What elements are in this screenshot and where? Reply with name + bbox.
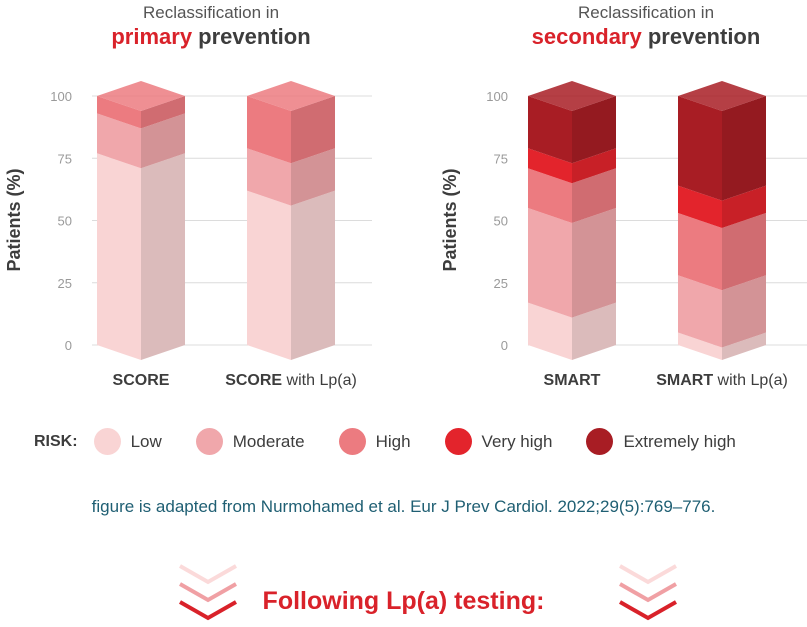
bar-segment-very-high xyxy=(528,148,572,184)
legend-item-very-high: Very high xyxy=(444,428,553,455)
legend-label-extremely-high: Extremely high xyxy=(623,431,736,451)
bar-segment-high xyxy=(97,96,141,129)
legend-item-moderate: Moderate xyxy=(195,428,305,455)
chevron-down-icon xyxy=(179,564,237,621)
y-tick-label: 0 xyxy=(501,338,508,353)
panel-title-rest: prevention xyxy=(641,24,761,49)
bar-segment-very-high xyxy=(678,185,722,229)
panel-title-line2: primary prevention xyxy=(61,24,361,50)
y-tick-label: 0 xyxy=(65,338,72,353)
bar-segment-high-side xyxy=(572,168,616,224)
legend-swatch-extremely-high xyxy=(586,428,614,455)
chevron-down-icon xyxy=(619,564,677,621)
bar-segment-moderate xyxy=(247,148,291,206)
bar-segment-extremely-high-side xyxy=(722,96,766,201)
y-tick-label: 25 xyxy=(58,276,72,291)
bar-segment-low-side xyxy=(722,332,766,360)
bar-segment-high-side xyxy=(722,213,766,291)
source-citation: figure is adapted from Nurmohamed et al.… xyxy=(91,497,716,516)
bar-segment-high-side xyxy=(291,96,335,164)
legend-label-very-high: Very high xyxy=(481,431,553,451)
panel-title-primary: Reclassification in primary prevention xyxy=(61,2,361,50)
x-category-label: SMART xyxy=(544,372,601,389)
bar-top xyxy=(528,81,616,111)
bar-segment-moderate xyxy=(97,113,141,169)
bar-segment-low-side xyxy=(141,153,185,360)
legend-item-high: High xyxy=(338,428,411,455)
legend-swatch-high xyxy=(338,428,366,455)
bar-segment-extremely-high xyxy=(528,96,572,164)
y-tick-label: 25 xyxy=(494,276,508,291)
x-category-label: SCORE with Lp(a) xyxy=(225,372,357,389)
bar-segment-low-side xyxy=(572,302,616,360)
legend-item-low: Low xyxy=(93,428,162,455)
legend-swatch-very-high xyxy=(444,428,472,455)
bar-segment-low xyxy=(247,190,291,360)
panel-title-line1: Reclassification in xyxy=(142,3,280,22)
legend-title: RISK: xyxy=(34,432,78,450)
bar-segment-moderate-side xyxy=(572,208,616,318)
bar-segment-low-side xyxy=(291,190,335,360)
legend-item-extremely-high: Extremely high xyxy=(586,428,736,455)
bar-segment-moderate-side xyxy=(141,113,185,169)
y-tick-label: 100 xyxy=(50,89,72,104)
y-axis-label: Patients (%) xyxy=(4,168,24,271)
bar-segment-low xyxy=(97,153,141,360)
legend: RISK: Low Moderate High Very high Extrem… xyxy=(34,428,736,455)
bar-top xyxy=(678,81,766,111)
bar-segment-very-high-side xyxy=(722,185,766,229)
bar-segment-low xyxy=(678,332,722,360)
legend-label-high: High xyxy=(375,431,411,451)
y-tick-label: 50 xyxy=(494,214,508,229)
x-category-label: SCORE xyxy=(113,372,170,389)
bar-segment-extremely-high xyxy=(678,96,722,201)
bar-segment-very-high-side xyxy=(572,148,616,184)
legend-label-low: Low xyxy=(130,431,162,451)
bar-segment-moderate-side xyxy=(291,148,335,206)
bar-segment-moderate xyxy=(678,275,722,348)
panel-title-secondary: Reclassification in secondary prevention xyxy=(496,2,796,50)
bar-segment-moderate xyxy=(528,208,572,318)
panel-title-accent: secondary xyxy=(531,24,642,49)
y-tick-label: 75 xyxy=(58,151,72,166)
bar-segment-high xyxy=(678,213,722,291)
panel-title-accent: primary xyxy=(111,24,193,49)
legend-label-moderate: Moderate xyxy=(232,431,305,451)
y-axis-label: Patients (%) xyxy=(440,168,460,271)
footer-heading: Following Lp(a) testing: xyxy=(262,587,545,615)
legend-swatch-low xyxy=(93,428,121,455)
bar-top xyxy=(247,81,335,111)
bar-segment-low xyxy=(528,302,572,360)
panel-title-rest: prevention xyxy=(192,24,311,49)
y-tick-label: 100 xyxy=(486,89,508,104)
bar-segment-high xyxy=(528,168,572,224)
y-tick-label: 75 xyxy=(494,151,508,166)
x-category-label: SMART with Lp(a) xyxy=(656,372,788,389)
legend-swatch-moderate xyxy=(195,428,223,455)
bar-segment-moderate-side xyxy=(722,275,766,348)
charts-area: 0 25 50 75 100 Patients (%) SCORE SCORE with Lp… xyxy=(4,81,807,389)
bar-segment-high xyxy=(247,96,291,164)
bar-segment-high-side xyxy=(141,96,185,129)
panel-title-line2: secondary prevention xyxy=(496,24,796,50)
bar-segment-extremely-high-side xyxy=(572,96,616,164)
bar-top xyxy=(97,81,185,111)
panel-title-line1: Reclassification in xyxy=(577,3,715,22)
y-tick-label: 50 xyxy=(58,214,72,229)
